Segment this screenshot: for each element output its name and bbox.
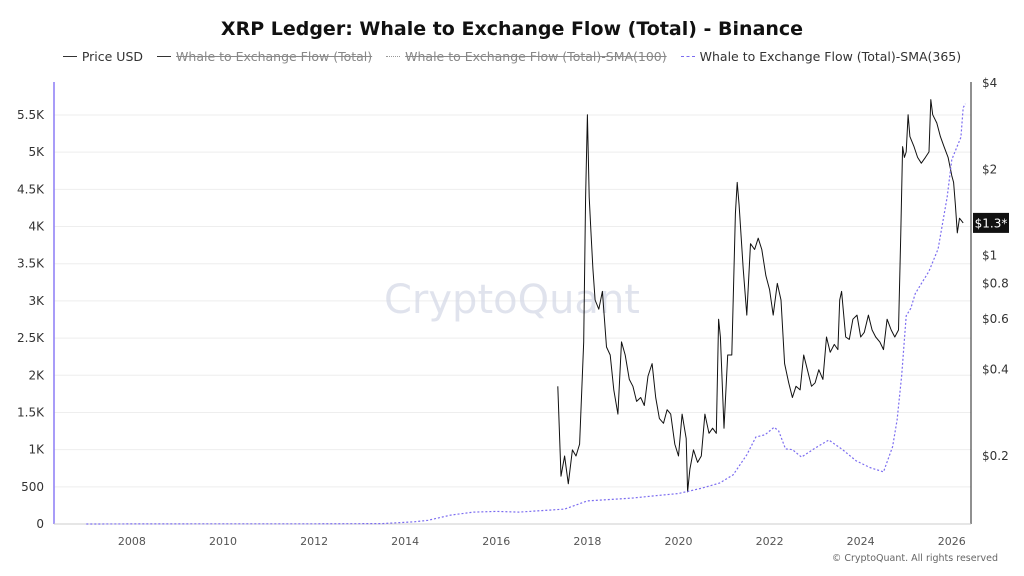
x-tick-2020: 2020 xyxy=(664,535,692,548)
x-tick-2012: 2012 xyxy=(300,535,328,548)
x-tick-2018: 2018 xyxy=(573,535,601,548)
x-tick-2016: 2016 xyxy=(482,535,510,548)
x-tick-2008: 2008 xyxy=(118,535,146,548)
right-axis: $0.2 $0.4 $0.6 $0.8 $1 $2 $4 xyxy=(982,76,1009,463)
grid-lines xyxy=(54,114,971,488)
x-tick-2024: 2024 xyxy=(847,535,875,548)
x-axis: 2008 2010 2012 2014 2016 2018 2020 2022 2024 2026 xyxy=(118,535,966,548)
left-axis: 0 500 1K 1.5K 2K 2.5K 3K 3.5K 4K 4.5K 5K 5.5K xyxy=(17,108,45,531)
legend-item-sma365[interactable]: Whale to Exchange Flow (Total)-SMA(365) xyxy=(680,49,962,64)
legend-swatch-sma365 xyxy=(680,56,695,57)
right-tick-$1: $1 xyxy=(982,249,997,263)
left-tick-4K: 4K xyxy=(28,220,45,234)
right-tick-$0.8: $0.8 xyxy=(982,276,1009,290)
series-layer xyxy=(86,99,966,525)
right-tick-$0.6: $0.6 xyxy=(982,312,1009,326)
x-tick-2010: 2010 xyxy=(209,535,237,548)
legend: Price USD Whale to Exchange Flow (Total)… xyxy=(0,49,1024,64)
watermark: CryptoQuant xyxy=(384,277,640,323)
left-tick-4.5K: 4.5K xyxy=(17,182,45,196)
current-price-label: $1.3* xyxy=(975,216,1008,230)
price-usd-line xyxy=(557,99,964,493)
x-tick-2022: 2022 xyxy=(756,535,784,548)
left-tick-2K: 2K xyxy=(28,368,45,382)
left-tick-500: 500 xyxy=(21,480,44,494)
copyright-credit: © CryptoQuant. All rights reserved xyxy=(831,553,998,564)
legend-item-whale-flow[interactable]: Whale to Exchange Flow (Total) xyxy=(157,49,372,64)
chart-title: XRP Ledger: Whale to Exchange Flow (Tota… xyxy=(220,18,804,40)
legend-swatch-whale-flow xyxy=(157,56,172,57)
right-tick-$0.4: $0.4 xyxy=(982,363,1009,377)
legend-label-price: Price USD xyxy=(81,49,144,64)
x-tick-2026: 2026 xyxy=(938,535,966,548)
right-tick-$4: $4 xyxy=(982,76,997,90)
current-price-tag-bg xyxy=(973,212,1009,233)
left-tick-1.5K: 1.5K xyxy=(17,405,45,419)
legend-label-sma365: Whale to Exchange Flow (Total)-SMA(365) xyxy=(699,49,962,64)
left-tick-3K: 3K xyxy=(28,294,45,308)
legend-swatch-price xyxy=(62,56,77,57)
left-tick-5.5K: 5.5K xyxy=(17,108,45,122)
left-tick-1K: 1K xyxy=(28,443,45,457)
legend-swatch-sma100 xyxy=(386,56,401,57)
left-tick-3.5K: 3.5K xyxy=(17,257,45,271)
x-tick-2014: 2014 xyxy=(391,535,419,548)
legend-item-sma100[interactable]: Whale to Exchange Flow (Total)-SMA(100) xyxy=(386,49,667,64)
left-tick-5K: 5K xyxy=(28,145,45,159)
current-price-tag: $1.3* xyxy=(973,212,1009,233)
legend-item-price-usd[interactable]: Price USD xyxy=(62,49,144,64)
legend-label-whale-flow: Whale to Exchange Flow (Total) xyxy=(176,49,373,64)
left-tick-2.5K: 2.5K xyxy=(17,331,45,345)
right-tick-$0.2: $0.2 xyxy=(982,449,1009,463)
left-tick-0: 0 xyxy=(36,517,44,531)
right-tick-$2: $2 xyxy=(982,162,997,176)
legend-label-sma100: Whale to Exchange Flow (Total)-SMA(100) xyxy=(405,49,667,64)
